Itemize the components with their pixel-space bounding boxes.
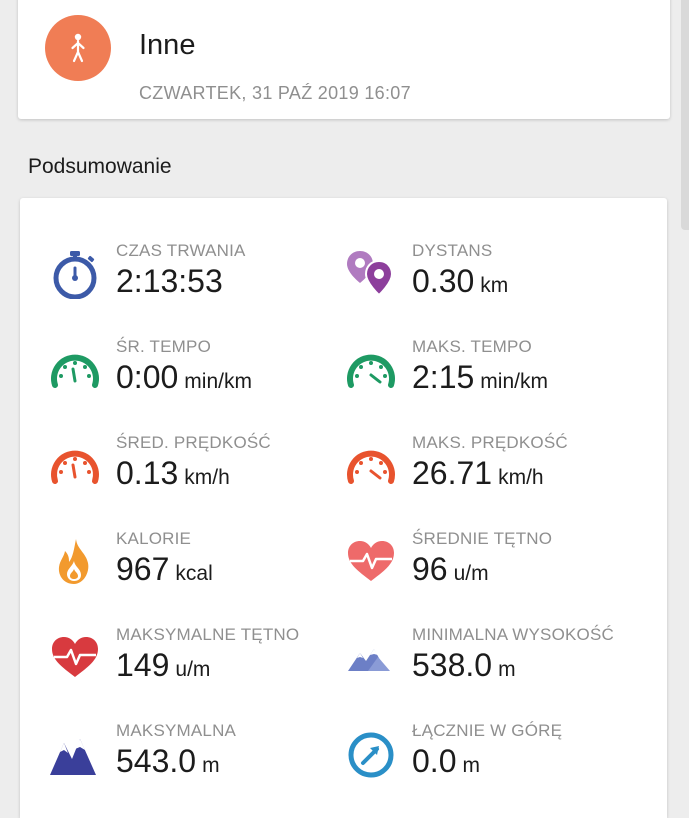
stat-label: CZAS TRWANIA [116,241,246,260]
ascent-icon [346,729,396,779]
activity-title: Inne [139,29,196,61]
stat-value: 538.0 [412,647,493,683]
person-walking-icon [45,15,111,81]
stat-value: 0.13 [116,455,179,491]
stat-unit: km [480,274,509,297]
stat-label: MAKSYMALNE TĘTNO [116,625,300,644]
stat-total-ascent: ŁĄCZNIE W GÓRĘ 0.0 m [346,721,646,801]
scrollbar[interactable] [681,0,689,230]
stat-value: 0.0 [412,743,457,779]
stat-label: MINIMALNA WYSOKOŚĆ [412,625,614,644]
flame-icon [50,537,100,587]
stat-label: DYSTANS [412,241,493,260]
stat-min-altitude: MINIMALNA WYSOKOŚĆ 538.0 m [346,625,646,705]
stat-avg-pace: ŚR. TEMPO 0:00 min/km [50,337,350,417]
stat-label: ŚR. TEMPO [116,337,212,356]
stat-label: ŚREDNIE TĘTNO [412,529,553,548]
stat-label: KALORIE [116,529,192,548]
summary-card: CZAS TRWANIA 2:13:53 DYSTANS 0.30 km ŚR. … [20,198,667,818]
activity-header-card[interactable]: Inne CZWARTEK, 31 PAŹ 2019 16:07 [18,0,670,119]
stat-unit: min/km [184,370,252,393]
stat-max-speed: MAKS. PRĘDKOŚĆ 26.71 km/h [346,433,646,513]
speedometer-icon [50,441,100,491]
stat-unit: min/km [480,370,548,393]
stat-avg-heart-rate: ŚREDNIE TĘTNO 96 u/m [346,529,646,609]
stat-max-heart-rate: MAKSYMALNE TĘTNO 149 u/m [50,625,350,705]
stat-value: 543.0 [116,743,197,779]
stat-max-pace: MAKS. TEMPO 2:15 min/km [346,337,646,417]
stat-unit: u/m [175,658,211,681]
stat-unit: m [462,754,480,777]
stat-duration: CZAS TRWANIA 2:13:53 [50,241,350,321]
stat-value: 0:00 [116,359,179,395]
heart-pulse-icon [346,537,396,587]
stat-unit: m [202,754,220,777]
stat-value: 2:15 [412,359,475,395]
stat-calories: KALORIE 967 kcal [50,529,350,609]
stat-label: ŁĄCZNIE W GÓRĘ [412,721,563,740]
stat-unit: m [498,658,516,681]
heart-pulse-icon [50,633,100,683]
stat-max-altitude: MAKSYMALNA 543.0 m [50,721,350,801]
stat-value: 149 [116,647,170,683]
stat-label: ŚRED. PRĘDKOŚĆ [116,433,271,452]
stat-distance: DYSTANS 0.30 km [346,241,646,321]
stat-value: 96 [412,551,448,587]
stat-unit: kcal [175,562,213,585]
stat-unit: km/h [498,466,544,489]
stat-value: 26.71 [412,455,493,491]
speedometer-icon [346,345,396,395]
speedometer-icon [346,441,396,491]
mountains-icon [346,633,396,683]
speedometer-icon [50,345,100,395]
stopwatch-icon [50,249,100,300]
stat-value: 967 [116,551,170,587]
stat-value: 0.30 [412,263,475,299]
summary-title: Podsumowanie [28,155,172,178]
stat-avg-speed: ŚRED. PRĘDKOŚĆ 0.13 km/h [50,433,350,513]
stat-value: 2:13:53 [116,263,223,299]
map-pins-icon [346,249,396,299]
activity-date: CZWARTEK, 31 PAŹ 2019 16:07 [139,83,411,103]
stat-label: MAKS. PRĘDKOŚĆ [412,433,568,452]
stat-label: MAKS. TEMPO [412,337,532,356]
stat-unit: km/h [184,466,230,489]
mountains-icon [50,729,100,779]
stat-label: MAKSYMALNA [116,721,237,740]
stat-unit: u/m [453,562,489,585]
